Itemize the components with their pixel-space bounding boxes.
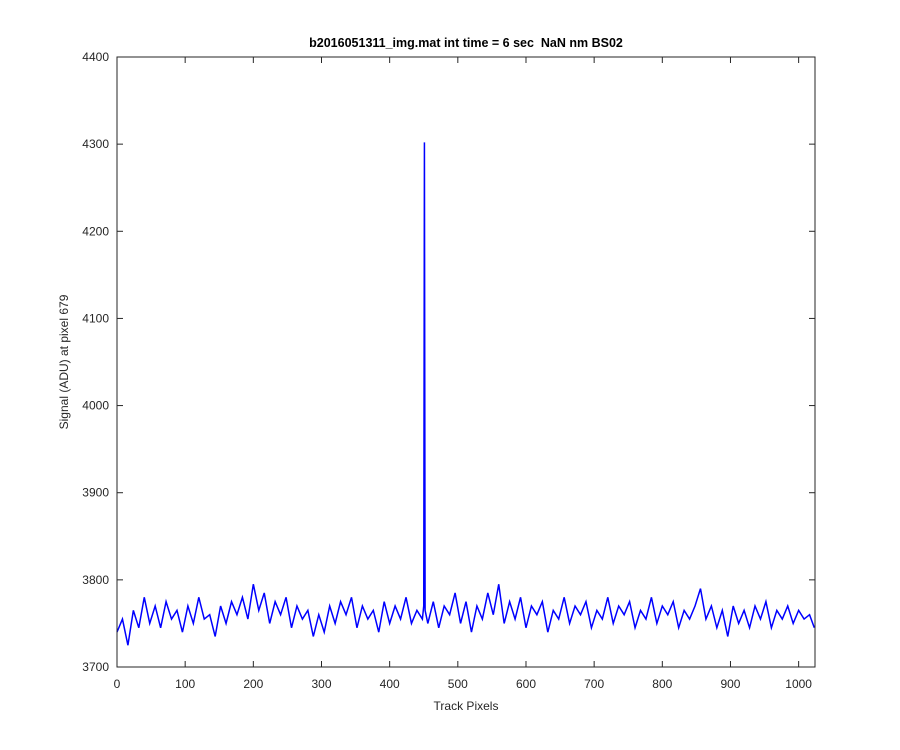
- x-tick-label: 500: [448, 677, 468, 691]
- y-tick-label: 4100: [82, 311, 109, 325]
- x-tick-label: 900: [720, 677, 740, 691]
- y-tick-label: 4400: [82, 50, 109, 64]
- x-tick-label: 1000: [785, 677, 812, 691]
- plot-area: [117, 57, 815, 667]
- x-tick-label: 100: [175, 677, 195, 691]
- axes-box: [116, 56, 816, 668]
- y-tick-label: 3700: [82, 660, 109, 674]
- chart-title: b2016051311_img.mat int time = 6 sec NaN…: [309, 36, 623, 50]
- x-tick-label: 600: [516, 677, 536, 691]
- x-tick-label: 300: [311, 677, 331, 691]
- y-tick-label: 4200: [82, 224, 109, 238]
- y-tick-label: 3800: [82, 573, 109, 587]
- x-tick-label: 200: [243, 677, 263, 691]
- y-axis-label: Signal (ADU) at pixel 679: [57, 294, 71, 429]
- y-tick-label: 4300: [82, 137, 109, 151]
- y-tick-label: 4000: [82, 399, 109, 413]
- data-line: [116, 142, 816, 646]
- x-tick-label: 800: [652, 677, 672, 691]
- x-tick-label: 700: [584, 677, 604, 691]
- x-tick-label: 400: [380, 677, 400, 691]
- x-axis-label: Track Pixels: [434, 699, 499, 713]
- x-tick-label: 0: [114, 677, 121, 691]
- y-tick-label: 3900: [82, 486, 109, 500]
